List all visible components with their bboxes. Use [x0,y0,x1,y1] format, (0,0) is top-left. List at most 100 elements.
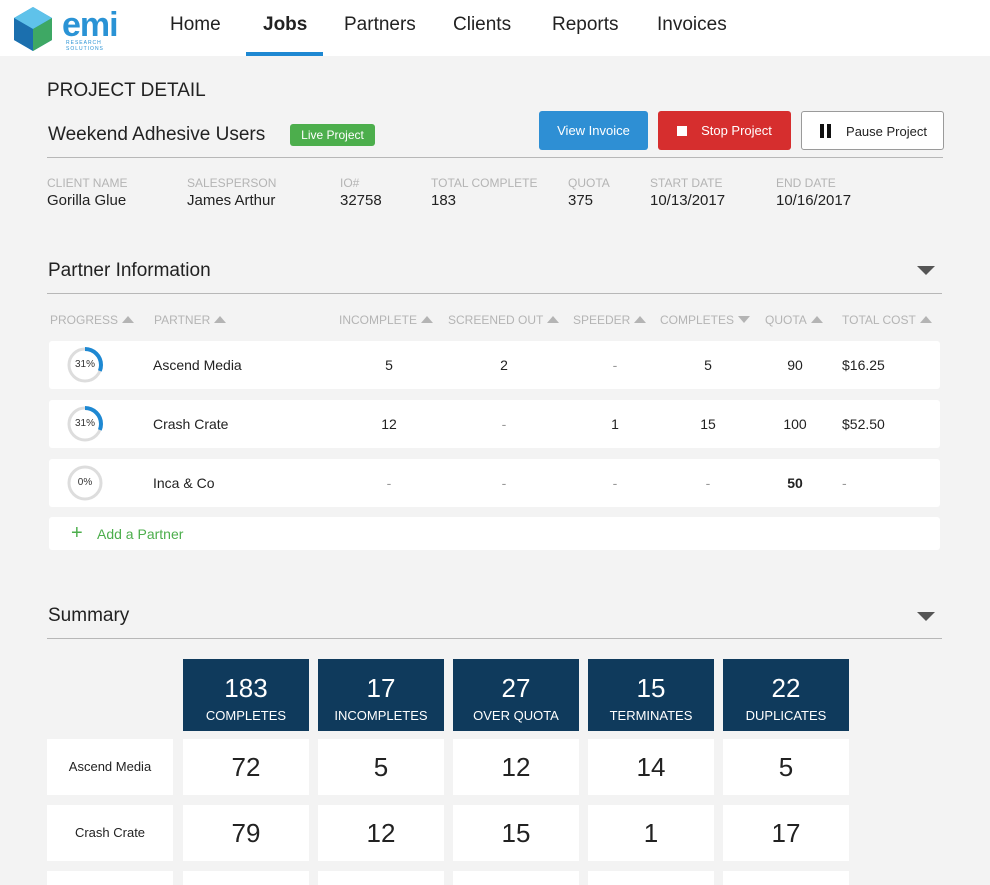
incomplete-value: 5 [385,357,393,373]
summary-header-incompletes: 17 INCOMPLETES [318,659,444,731]
summary-divider [47,638,942,639]
summary-header-duplicates: 22 DUPLICATES [723,659,849,731]
summary-cell: 72 [183,739,309,795]
stop-project-button[interactable]: Stop Project [658,111,791,150]
plus-icon: + [71,522,83,544]
partner-row[interactable]: 31% Crash Crate 12 - 1 15 100 $52.50 [49,400,940,448]
speeder-value: - [612,357,618,373]
partner-row[interactable]: 0% Inca & Co - - - - 50 - [49,459,940,507]
emi-logo[interactable]: emi RESEARCH SOLUTIONS [12,6,132,52]
screened-out-value: - [501,475,507,491]
summary-cell: 17 [723,805,849,861]
summary-header-label: DUPLICATES [745,708,827,723]
add-partner-label: Add a Partner [97,526,184,542]
summary-header-value: 22 [771,673,801,703]
summary-header-completes: 183 COMPLETES [183,659,309,731]
total-cost-value: $16.25 [842,357,885,373]
status-badge: Live Project [290,124,375,146]
nav-home[interactable]: Home [170,14,221,35]
pause-project-label: Pause Project [846,124,927,139]
io-label: IO# [340,176,360,190]
summary-cell: 14 [588,739,714,795]
summary-row-label: Ascend Media [47,739,173,795]
partner-info-collapse-icon[interactable] [917,266,935,275]
incomplete-value: - [386,475,392,491]
screened-out-value: - [501,416,507,432]
nav-invoices[interactable]: Invoices [657,14,727,35]
quota-value: 100 [783,416,807,432]
pause-project-button[interactable]: Pause Project [801,111,944,150]
summary-cell [453,871,579,885]
quota-value: 50 [787,475,803,491]
col-incomplete[interactable]: INCOMPLETE [339,313,434,327]
summary-cell: 1 [588,805,714,861]
client-name-label: CLIENT NAME [47,176,128,190]
total-cost-value: - [842,475,847,491]
quota-value: 90 [787,357,803,373]
col-speeder[interactable]: SPEEDER [573,313,647,327]
progress-ring-icon [67,465,103,501]
progress-label: 31% [74,418,95,429]
view-invoice-label: View Invoice [557,123,630,138]
summary-title: Summary [48,605,130,626]
col-progress[interactable]: PROGRESS [50,313,135,327]
summary-header-label: TERMINATES [609,708,693,723]
start-date-label: START DATE [650,176,723,190]
summary-cell [723,871,849,885]
col-total-cost[interactable]: TOTAL COST [842,313,932,327]
sort-up-icon [919,316,932,323]
client-name-value: Gorilla Glue [47,192,127,209]
summary-collapse-icon[interactable] [917,612,935,621]
incomplete-value: 12 [381,416,397,432]
stop-icon [677,126,688,136]
summary-header-label: OVER QUOTA [473,708,559,723]
summary-cell [588,871,714,885]
header-divider [47,157,943,158]
quota-label: QUOTA [568,176,610,190]
progress-label: 31% [74,359,95,370]
col-screened-out[interactable]: SCREENED OUT [448,313,560,327]
quota-value: 375 [568,192,594,209]
speeder-value: 1 [611,416,619,432]
partner-name: Ascend Media [153,357,242,373]
partner-info-title: Partner Information [48,260,211,281]
partner-row[interactable]: 31% Ascend Media 5 2 - 5 90 $16.25 [49,341,940,389]
nav-reports[interactable]: Reports [552,14,619,35]
add-partner-button[interactable]: + Add a Partner [49,517,940,550]
sort-up-icon [547,316,560,323]
col-quota[interactable]: QUOTA [765,313,823,327]
nav-partners[interactable]: Partners [344,14,416,35]
progress-ring: 31% [66,346,104,384]
summary-row-label: Crash Crate [47,805,173,861]
summary-cell: 15 [453,805,579,861]
speeder-value: - [612,475,618,491]
summary-cell: 12 [318,805,444,861]
col-completes[interactable]: COMPLETES [660,313,751,327]
end-date-value: 10/16/2017 [776,192,852,209]
sort-up-icon [122,316,135,323]
logo-wordmark: emi [62,6,119,44]
stop-project-label: Stop Project [701,123,772,138]
partner-name: Inca & Co [153,475,215,491]
pause-icon [818,124,832,138]
summary-header-terminates: 15 TERMINATES [588,659,714,731]
summary-header-value: 183 [224,673,268,703]
nav-clients[interactable]: Clients [453,14,512,35]
project-name: Weekend Adhesive Users [48,124,266,145]
summary-header-value: 27 [501,673,531,703]
nav-jobs[interactable]: Jobs [263,14,308,35]
summary-header-over-quota: 27 OVER QUOTA [453,659,579,731]
end-date-label: END DATE [776,176,836,190]
top-nav: emi RESEARCH SOLUTIONS Home Jobs Partner… [0,0,990,56]
summary-header-value: 15 [636,673,666,703]
col-partner[interactable]: PARTNER [154,313,227,327]
screened-out-value: 2 [500,357,508,373]
summary-cell: 79 [183,805,309,861]
summary-cell: 12 [453,739,579,795]
view-invoice-button[interactable]: View Invoice [539,111,648,150]
summary-cell: 5 [723,739,849,795]
partner-info-divider [47,293,942,294]
sort-up-icon [810,316,823,323]
sort-down-icon [738,316,751,323]
progress-ring: 31% [66,405,104,443]
